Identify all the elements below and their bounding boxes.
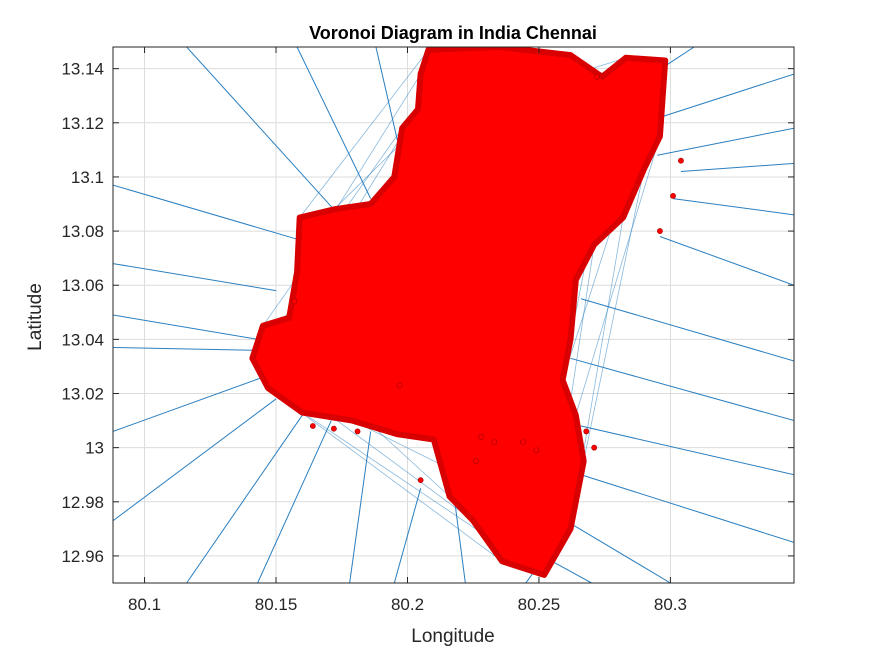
voronoi-edge [657, 127, 794, 156]
y-tick-label: 13.14 [61, 60, 104, 79]
voronoi-edge [113, 314, 258, 340]
voronoi-edge [113, 346, 253, 351]
plot-content [113, 47, 794, 583]
data-point [417, 477, 424, 484]
data-point [396, 382, 403, 389]
data-point [593, 73, 600, 80]
voronoi-edge [680, 162, 794, 173]
axes-box [112, 46, 795, 584]
voronoi-edge [393, 488, 422, 583]
voronoi-edge [580, 298, 794, 362]
data-point [491, 439, 498, 446]
data-point [354, 428, 361, 435]
voronoi-edge [375, 47, 401, 150]
data-point [309, 423, 316, 429]
voronoi-edge [267, 387, 503, 562]
data-point [670, 192, 676, 199]
voronoi-edge [299, 49, 429, 218]
data-point [678, 157, 684, 164]
voronoi-edge [570, 357, 794, 422]
x-tick-label: 80.1 [128, 595, 161, 614]
y-tick-label: 13.1 [71, 168, 104, 187]
y-tick-label: 13.12 [61, 114, 104, 133]
x-tick-label: 80.3 [654, 595, 687, 614]
plot-area: 80.1 80.15 80.2 80.25 80.3 12.96 12.98 13 13.02 1… [61, 46, 795, 614]
voronoi-edge [672, 198, 794, 216]
voronoi-edge [570, 523, 671, 583]
x-tick-label: 80.25 [518, 595, 561, 614]
data-point [520, 439, 527, 446]
y-tick-label: 13 [85, 439, 104, 458]
voronoi-edge [113, 263, 277, 292]
voronoi-edge [186, 414, 303, 583]
y-tick-label: 13.06 [61, 276, 104, 295]
y-tick-label: 13.08 [61, 222, 104, 241]
y-tick-label: 12.96 [61, 547, 104, 566]
voronoi-edge [664, 47, 695, 67]
y-axis-label: Latitude [25, 283, 46, 351]
voronoi-edge [580, 425, 794, 476]
voronoi-edge [551, 560, 592, 583]
x-tick-label: 80.2 [391, 595, 424, 614]
x-tick-label: 80.15 [255, 595, 298, 614]
data-point [478, 433, 485, 440]
data-point [291, 298, 298, 305]
y-tick-label: 12.98 [61, 493, 104, 512]
voronoi-edge [454, 501, 466, 583]
data-point [591, 444, 598, 451]
voronoi-edge [583, 168, 645, 462]
y-tick-label: 13.02 [61, 385, 104, 404]
y-tick-label: 13.04 [61, 330, 104, 349]
data-point [472, 458, 479, 465]
voronoi-edge [349, 431, 372, 583]
voronoi-edge [580, 474, 794, 543]
voronoi-edge [186, 47, 335, 210]
data-point [657, 228, 663, 234]
data-point [583, 428, 590, 435]
data-point [533, 447, 540, 454]
voronoi-edge [659, 236, 794, 286]
voronoi-edge [113, 184, 298, 240]
x-axis-label: Longitude [411, 626, 494, 647]
point-cluster [249, 47, 669, 578]
voronoi-edge [113, 376, 264, 432]
voronoi-edge [113, 398, 277, 522]
chart-title: Voronoi Diagram in India Chennai [309, 23, 597, 43]
voronoi-edge [659, 73, 794, 118]
data-point [330, 425, 337, 432]
voronoi-edge [575, 136, 661, 416]
voronoi-edge [257, 420, 332, 583]
